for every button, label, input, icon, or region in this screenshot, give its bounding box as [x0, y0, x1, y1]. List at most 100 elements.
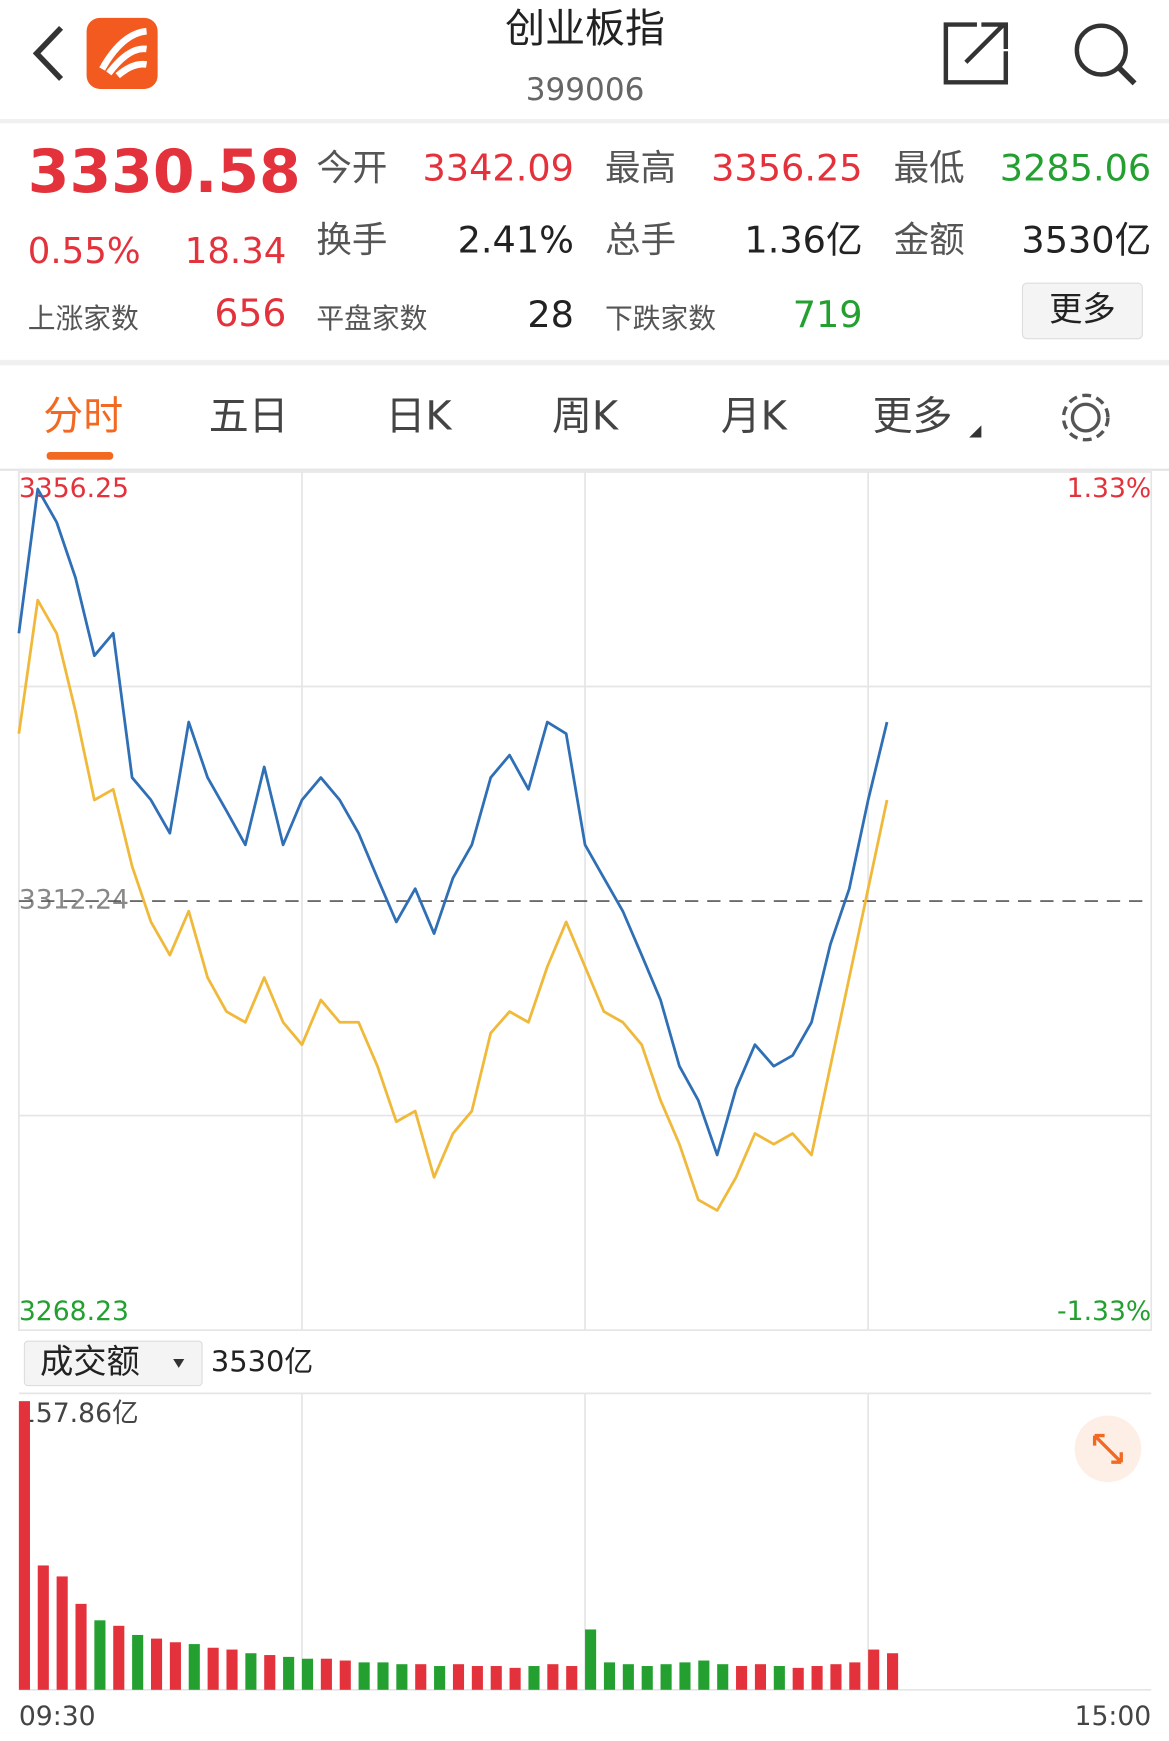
volume-bar [736, 1666, 748, 1690]
field-value: 3342.09 [422, 146, 573, 189]
up-label: 上涨家数 [28, 302, 139, 335]
page-title: 创业板指 [505, 6, 665, 52]
field-value: 1.36亿 [744, 219, 862, 262]
volume-bar [887, 1653, 899, 1690]
change-pct: 0.55% [28, 231, 141, 272]
field-value: 3285.06 [1000, 146, 1151, 189]
more-button[interactable] [1021, 282, 1143, 340]
logo-mark [99, 27, 148, 79]
y2-tick-label: -1.33% [1057, 1296, 1151, 1327]
volume-bar [396, 1664, 408, 1690]
field-label: 最低 [894, 148, 965, 189]
field-value: 3530亿 [1021, 219, 1151, 262]
quote-fields: 今开 3342.09 最高 3356.25 最低 3285.06 换手 2.41% 总手 1.36… [316, 146, 1151, 336]
volume-bar [660, 1664, 672, 1690]
volume-bar [339, 1660, 351, 1690]
y-tick-label: 157.86亿 [19, 1398, 139, 1429]
volume-bar [490, 1666, 502, 1690]
tab[interactable]: 五日 [209, 394, 289, 440]
volume-bar [452, 1664, 465, 1690]
tab-indicator [46, 451, 114, 460]
tab[interactable]: 日K [385, 394, 453, 440]
divider [0, 359, 1169, 366]
tab[interactable]: 更多 [873, 394, 953, 440]
volume-bar [830, 1664, 842, 1690]
volume-bar [283, 1656, 295, 1690]
volume-bar [471, 1666, 483, 1690]
expand-icon[interactable] [1092, 1433, 1123, 1464]
volume-bar [56, 1576, 68, 1690]
volume-bar [773, 1666, 785, 1690]
price: 3330.58 [28, 137, 301, 207]
y-tick-label: 3312.24 [19, 885, 129, 916]
field-label: 最高 [605, 148, 676, 189]
volume-bar [717, 1664, 729, 1690]
field-label: 换手 [316, 220, 387, 261]
field-value: 719 [793, 293, 863, 336]
change: 18.34 [185, 231, 287, 272]
volume-bar [585, 1629, 597, 1690]
tabs: 分时 五日 日K 周K 月K 更多 [43, 394, 952, 440]
volume-bar [75, 1603, 87, 1690]
app-logo [86, 17, 158, 89]
volume-bar [754, 1664, 767, 1690]
tab[interactable]: 周K [552, 394, 620, 440]
volume-bar [415, 1664, 427, 1690]
volume-bar [622, 1664, 634, 1690]
volume-bar [226, 1649, 238, 1690]
volume-bar [94, 1620, 106, 1690]
volume-bar [811, 1666, 823, 1690]
divider [0, 118, 1169, 124]
field-label: 下跌家数 [605, 302, 716, 335]
volume-bar [18, 1401, 30, 1690]
settings-button[interactable] [1061, 393, 1110, 442]
volume-bar [792, 1667, 804, 1690]
volume-bar [132, 1634, 144, 1690]
share-button[interactable] [943, 22, 1009, 85]
volume-bar [320, 1658, 332, 1690]
field-value: 2.41% [458, 219, 574, 262]
field-value: 3356.25 [711, 146, 862, 189]
volume-bar [150, 1638, 163, 1690]
volume-bar [169, 1642, 181, 1690]
volume-bar [358, 1662, 370, 1690]
volume-selector-label[interactable]: 成交额 [40, 1342, 140, 1381]
field-label: 今开 [316, 148, 387, 189]
search-button[interactable] [1074, 23, 1137, 86]
price-line [17, 598, 889, 1212]
up-count: 656 [214, 291, 286, 335]
field-value: 28 [527, 293, 574, 336]
price-line [17, 487, 889, 1157]
volume-bar [547, 1664, 559, 1690]
y-tick-label: 3268.23 [19, 1296, 129, 1327]
volume-bar [566, 1666, 578, 1690]
volume-bar [434, 1666, 446, 1690]
x-tick-label: 09:30 [19, 1701, 96, 1732]
volume-bar [868, 1649, 880, 1690]
dropdown-icon [173, 1358, 185, 1368]
tab[interactable]: 分时 [43, 394, 123, 440]
volume-bar [377, 1662, 389, 1690]
volume-bar [245, 1653, 257, 1690]
volume-bar [37, 1565, 49, 1690]
volume-bar [113, 1625, 125, 1690]
volume-bar [207, 1647, 219, 1690]
field-label: 平盘家数 [316, 302, 427, 335]
field-label: 总手 [605, 220, 676, 261]
more-label[interactable]: 更多 [1049, 289, 1116, 328]
volume-bar [641, 1666, 653, 1690]
tab[interactable]: 月K [721, 394, 789, 440]
stock-code: 399006 [526, 72, 645, 108]
dropdown-icon [969, 425, 982, 438]
volume-bar [264, 1655, 276, 1690]
volume-bar [849, 1662, 861, 1690]
volume-bar [188, 1644, 200, 1690]
volume-bar [301, 1658, 314, 1690]
volume-bar [528, 1666, 540, 1690]
volume-selector[interactable] [23, 1340, 203, 1387]
back-button[interactable] [32, 25, 64, 81]
volume-bar [603, 1662, 616, 1690]
